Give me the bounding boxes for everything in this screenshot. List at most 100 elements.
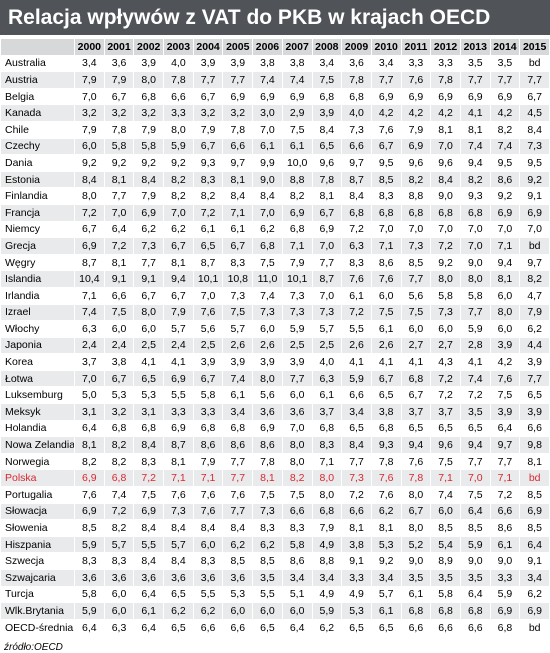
cell: 7,7 bbox=[519, 71, 550, 89]
cell: 4,0 bbox=[311, 353, 343, 371]
row: Norwegia 8,2 8,2 8,3 8,1 7,9 7,7 7,8 8,0 7,1 7,7 7,… bbox=[0, 452, 550, 471]
cell: 9,0 bbox=[400, 552, 432, 570]
cell: 7,1 bbox=[163, 469, 194, 488]
cell: 9,0 bbox=[252, 170, 283, 189]
cell: 3,4 bbox=[311, 54, 343, 73]
cell: 5,6 bbox=[400, 286, 432, 305]
row-label: Dania bbox=[0, 154, 75, 172]
cell: 7,5 bbox=[222, 303, 254, 322]
cell: 7,8 bbox=[430, 71, 461, 89]
cell: 3,9 bbox=[281, 353, 313, 371]
cell: 6,2 bbox=[192, 602, 224, 620]
cell: 5,8 bbox=[459, 286, 491, 305]
cell: 2,8 bbox=[459, 336, 491, 355]
cell: 8,5 bbox=[370, 170, 402, 189]
cell: 4,9 bbox=[341, 585, 372, 604]
cell: 3,8 bbox=[370, 403, 402, 421]
cell: 6,8 bbox=[341, 87, 372, 106]
cell: 8,1 bbox=[430, 120, 461, 139]
cell: 7,6 bbox=[370, 486, 402, 504]
cell: bd bbox=[519, 469, 550, 488]
cell: 6,7 bbox=[519, 87, 550, 106]
row: Finlandia 8,0 7,7 7,9 8,2 8,2 8,4 8,4 8,2 8,1 8,4 8… bbox=[0, 187, 550, 205]
cell: 10,1 bbox=[192, 270, 224, 288]
cell: 7,9 bbox=[74, 120, 105, 139]
cell: 3,4 bbox=[519, 569, 550, 587]
cell: 8,1 bbox=[370, 519, 402, 537]
row: Czechy 6,0 5,8 5,8 5,9 6,7 6,6 6,1 6,1 6,5 6,6 6,7 6… bbox=[0, 137, 550, 156]
cell: 8,7 bbox=[341, 170, 372, 189]
cell: 9,7 bbox=[222, 154, 254, 172]
cell: 8,4 bbox=[311, 120, 343, 139]
row-label: Grecja bbox=[0, 237, 75, 255]
cell: 4,5 bbox=[519, 104, 550, 122]
cell: 7,3 bbox=[311, 303, 343, 322]
cell: 8,2 bbox=[519, 270, 550, 288]
cell: 6,0 bbox=[252, 320, 283, 338]
cell: 9,7 bbox=[341, 154, 372, 172]
cell: 6,5 bbox=[192, 237, 224, 255]
cell: 5,9 bbox=[74, 602, 105, 620]
cell: 7,0 bbox=[252, 120, 283, 139]
cell: 3,3 bbox=[341, 569, 372, 587]
row: Japonia 2,4 2,4 2,5 2,4 2,5 2,6 2,6 2,5 2,5 2,6 2,6… bbox=[0, 336, 550, 355]
cell: 6,9 bbox=[163, 369, 194, 388]
cell: 6,8 bbox=[370, 203, 402, 222]
cell: 8,3 bbox=[222, 253, 254, 272]
cell: 3,5 bbox=[430, 569, 461, 587]
cell: 6,0 bbox=[430, 320, 461, 338]
cell: 7,0 bbox=[103, 203, 135, 222]
cell: 7,5 bbox=[459, 486, 491, 504]
cell: 8,1 bbox=[459, 120, 491, 139]
row: Holandia 6,4 6,8 6,8 6,9 6,8 6,8 6,9 7,0 6,8 6,5 6,… bbox=[0, 419, 550, 438]
cell: 7,1 bbox=[281, 237, 313, 255]
cell: 6,8 bbox=[311, 502, 343, 521]
cell: 6,8 bbox=[133, 87, 165, 106]
cell: 8,5 bbox=[519, 486, 550, 504]
row-label: Turcja bbox=[0, 585, 75, 604]
cell: 6,8 bbox=[400, 369, 432, 388]
cell: 8,5 bbox=[400, 253, 432, 272]
cell: 7,2 bbox=[459, 386, 491, 405]
cell: 7,0 bbox=[459, 220, 491, 239]
cell: 8,2 bbox=[489, 120, 521, 139]
row-label: Hiszpania bbox=[0, 535, 75, 554]
cell: 6,9 bbox=[489, 602, 521, 620]
cell: 8,3 bbox=[192, 552, 224, 570]
cell: 6,6 bbox=[192, 618, 224, 637]
cell: 7,1 bbox=[192, 469, 224, 488]
row-label: Kanada bbox=[0, 104, 75, 122]
row: Dania 9,2 9,2 9,2 9,2 9,3 9,7 9,9 10,0 9,6 9,7 9,5 9… bbox=[0, 154, 550, 172]
cell: 3,9 bbox=[192, 353, 224, 371]
row: Islandia 10,4 9,1 9,1 9,4 10,1 10,8 11,0 10,1 8,7… bbox=[0, 270, 550, 288]
cell: 7,4 bbox=[459, 369, 491, 388]
cell: 8,8 bbox=[281, 170, 313, 189]
row-label: Niemcy bbox=[0, 220, 75, 239]
cell: 6,7 bbox=[133, 286, 165, 305]
cell: 3,3 bbox=[489, 569, 521, 587]
cell: 6,4 bbox=[74, 419, 105, 438]
cell: 7,4 bbox=[252, 286, 283, 305]
cell: 7,1 bbox=[74, 286, 105, 305]
cell: 3,2 bbox=[192, 104, 224, 122]
cell: 3,6 bbox=[74, 569, 105, 587]
cell: 8,2 bbox=[163, 170, 194, 189]
cell: 8,3 bbox=[341, 253, 372, 272]
cell: 8,4 bbox=[341, 187, 372, 205]
cell: 7,4 bbox=[430, 486, 461, 504]
cell: 10,8 bbox=[222, 270, 254, 288]
cell: 9,1 bbox=[341, 552, 372, 570]
cell: 6,9 bbox=[281, 87, 313, 106]
row: Grecja 6,9 7,2 7,3 6,7 6,5 6,7 6,8 7,1 7,0 6,3 7,1 7… bbox=[0, 237, 550, 255]
cell: 8,1 bbox=[74, 436, 105, 454]
cell: 7,2 bbox=[341, 303, 372, 322]
cell: 7,7 bbox=[459, 303, 491, 322]
cell: 8,0 bbox=[489, 303, 521, 322]
cell: 3,7 bbox=[74, 353, 105, 371]
cell: 7,3 bbox=[281, 286, 313, 305]
row-label: Islandia bbox=[0, 270, 75, 288]
cell: 9,2 bbox=[74, 154, 105, 172]
row-label: Szwecja bbox=[0, 552, 75, 570]
cell: 2,5 bbox=[133, 336, 165, 355]
